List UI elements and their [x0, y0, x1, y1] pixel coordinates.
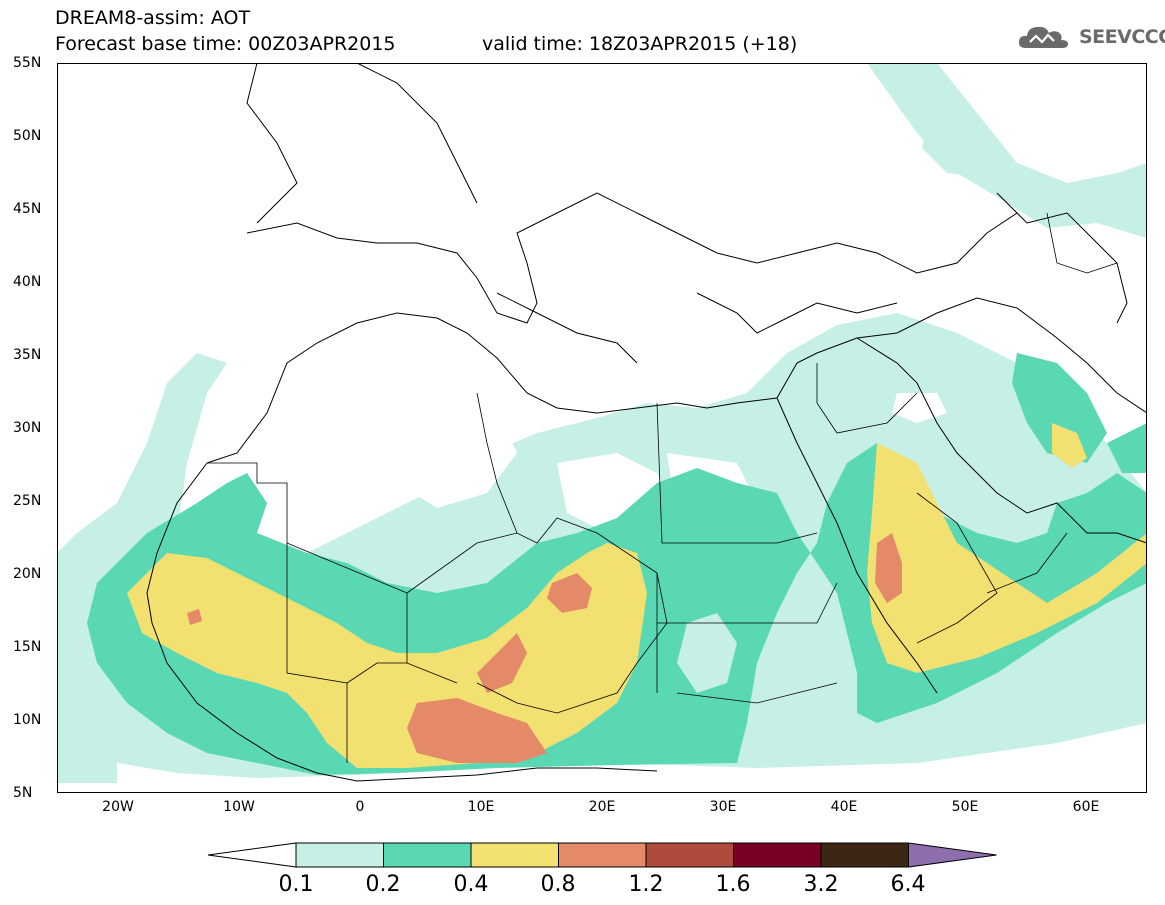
lat-label: 10N [13, 712, 42, 728]
lon-label: 60E [1072, 799, 1100, 815]
legend-label: 3.2 [803, 872, 839, 897]
brand-name: SEEVCCC [1079, 26, 1165, 48]
lat-label: 25N [13, 493, 42, 509]
legend-swatch [383, 842, 472, 868]
lat-label: 20N [13, 566, 42, 582]
aot-band-0.8 [187, 533, 902, 763]
lon-label: 40E [830, 799, 858, 815]
legend-label: 0.8 [540, 872, 576, 897]
lat-label: 15N [13, 639, 42, 655]
legend-label: 6.4 [890, 872, 926, 897]
coastlines [146, 62, 1148, 782]
chart-title: DREAM8-assim: AOT [55, 7, 251, 29]
legend-swatch [470, 842, 559, 868]
legend-swatch [645, 842, 734, 868]
lat-label: 45N [13, 201, 42, 217]
lat-label: 40N [13, 274, 42, 290]
lat-label: 50N [13, 128, 42, 144]
legend-label: 1.6 [715, 872, 751, 897]
base-time-label: Forecast base time: 00Z03APR2015 [55, 33, 396, 55]
legend-label: 0.4 [453, 872, 489, 897]
lon-label: 20E [588, 799, 616, 815]
lon-label: 0 [355, 799, 365, 815]
legend-high-arrow [908, 842, 997, 868]
lat-label: 35N [13, 347, 42, 363]
legend-low-arrow [207, 842, 297, 868]
lon-label: 10E [467, 799, 495, 815]
valid-time-label: valid time: 18Z03APR2015 (+18) [482, 33, 798, 55]
cloud-icon [1018, 26, 1068, 48]
lat-label: 30N [13, 420, 42, 436]
legend-swatch [733, 842, 822, 868]
legend-swatch [820, 842, 909, 868]
lon-label: 30E [709, 799, 737, 815]
country-borders [207, 212, 1118, 763]
aot-map [57, 62, 1148, 793]
legend-label: 0.1 [278, 872, 314, 897]
legend-label: 0.2 [365, 872, 401, 897]
lon-label: 20W [102, 799, 134, 815]
lat-label: 5N [13, 785, 33, 801]
legend-label: 1.2 [628, 872, 664, 897]
lat-label: 55N [13, 55, 42, 71]
aot-band-0.4 [127, 423, 1147, 768]
lon-label: 10W [223, 799, 255, 815]
legend-swatch [295, 842, 384, 868]
seevccc-logo: SEEVCCC [1018, 22, 1165, 52]
lon-label: 50E [951, 799, 979, 815]
legend-swatch [558, 842, 647, 868]
